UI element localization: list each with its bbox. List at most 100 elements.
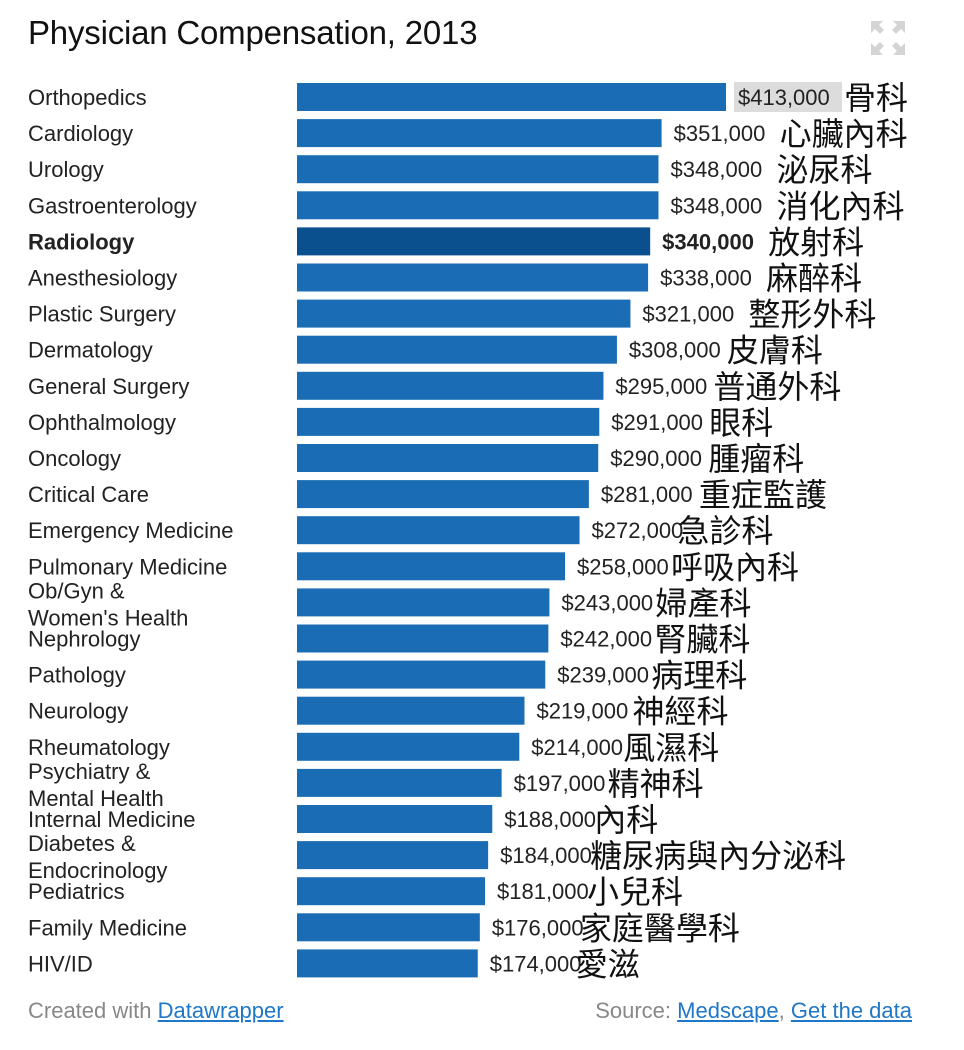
bar[interactable] (297, 913, 480, 942)
value-label: $258,000 (577, 554, 669, 579)
category-label: Radiology (28, 229, 135, 254)
category-label: Urology (28, 157, 104, 182)
category-label: Nephrology (28, 627, 141, 652)
category-label: Oncology (28, 446, 121, 471)
value-label-highlight (734, 82, 842, 112)
chinese-annotation: 急診科 (678, 513, 774, 549)
bar[interactable] (297, 299, 631, 328)
value-label: $338,000 (660, 266, 752, 291)
bar[interactable] (297, 191, 659, 220)
bar[interactable] (297, 732, 520, 761)
category-label: Diabetes & Endocrinology (28, 831, 167, 883)
value-label: $188,000 (504, 807, 596, 832)
bar[interactable] (297, 263, 649, 292)
bar[interactable] (297, 624, 549, 653)
datawrapper-link[interactable]: Datawrapper (157, 998, 284, 1023)
chinese-annotation: 腎臟科 (654, 622, 750, 658)
chinese-annotation: 眼科 (709, 405, 773, 441)
bar[interactable] (297, 407, 600, 436)
bar[interactable] (297, 696, 525, 725)
value-label: $239,000 (557, 663, 649, 688)
chinese-annotation: 愛滋 (576, 946, 640, 982)
category-label: Pathology (28, 663, 126, 688)
category-label: Gastroenterology (28, 193, 197, 218)
value-label: $281,000 (601, 482, 693, 507)
category-label: Emergency Medicine (28, 518, 233, 543)
value-label: $348,000 (670, 193, 762, 218)
chinese-annotation: 心臟內科 (780, 116, 908, 152)
footer-credit: Created with Datawrapper (28, 998, 284, 1024)
footer-source: Source: Medscape, Get the data (595, 998, 912, 1024)
category-label: Neurology (28, 699, 128, 724)
bar[interactable] (297, 119, 662, 148)
value-label: $197,000 (514, 771, 606, 796)
chinese-annotation: 糖尿病與內分泌科 (590, 838, 846, 874)
bar[interactable] (297, 588, 550, 617)
value-label: $291,000 (611, 410, 703, 435)
chinese-annotation: 神經科 (632, 694, 728, 730)
category-label: Psychiatry & Mental Health (28, 759, 164, 811)
bar[interactable] (297, 227, 651, 256)
value-label: $321,000 (642, 302, 734, 327)
value-label: $308,000 (629, 338, 721, 363)
category-label: Ophthalmology (28, 410, 176, 435)
chinese-annotation: 內科 (594, 802, 658, 838)
chinese-annotation: 消化內科 (776, 188, 904, 224)
category-label: Anesthesiology (28, 266, 177, 291)
category-label: HIV/ID (28, 951, 93, 976)
value-label: $340,000 (662, 229, 754, 254)
bar[interactable] (297, 552, 565, 581)
value-label: $272,000 (592, 518, 684, 543)
chinese-annotation: 家庭醫學科 (580, 910, 740, 946)
value-label: $351,000 (674, 121, 766, 146)
bar[interactable] (297, 768, 502, 797)
category-label: Pulmonary Medicine (28, 554, 227, 579)
chinese-annotation: 泌尿科 (776, 152, 872, 188)
bar[interactable] (297, 335, 617, 364)
medscape-link[interactable]: Medscape (677, 998, 779, 1023)
get-data-link[interactable]: Get the data (790, 998, 912, 1023)
category-label: Plastic Surgery (28, 302, 176, 327)
source-separator: , (778, 998, 785, 1023)
chinese-annotation: 放射科 (768, 224, 864, 260)
value-label: $214,000 (531, 735, 623, 760)
fullscreen-button[interactable] (868, 18, 908, 58)
chinese-annotation: 婦產科 (655, 585, 751, 621)
value-label: $295,000 (615, 374, 707, 399)
value-label: $219,000 (536, 699, 628, 724)
chinese-annotation: 普通外科 (713, 369, 841, 405)
value-label: $242,000 (560, 627, 652, 652)
category-label: Orthopedics (28, 85, 147, 110)
created-with-text: Created with (28, 998, 152, 1023)
chinese-annotation: 風濕科 (623, 730, 719, 766)
bar[interactable] (297, 444, 599, 472)
chinese-annotation: 皮膚科 (727, 333, 823, 369)
bar[interactable] (297, 949, 478, 978)
bar[interactable] (297, 516, 580, 545)
value-label: $348,000 (670, 157, 762, 182)
category-label: Dermatology (28, 338, 153, 363)
chinese-annotation: 病理科 (651, 658, 747, 694)
bar-chart: Orthopedics $413,000 骨科 Cardiology $351,000 心… (28, 80, 908, 982)
bar[interactable] (297, 480, 589, 509)
chinese-annotation: 麻醉科 (766, 261, 862, 297)
chinese-annotation: 呼吸內科 (671, 549, 799, 585)
bar[interactable] (297, 841, 489, 870)
category-label: Ob/Gyn & Women's Health (28, 578, 188, 630)
expand-arrows-icon (871, 21, 905, 55)
source-label: Source: (595, 998, 672, 1023)
bar[interactable] (297, 660, 546, 689)
value-label: $413,000 (738, 85, 830, 110)
chinese-annotation: 重症監護 (699, 477, 827, 513)
bar[interactable] (297, 877, 486, 906)
bar[interactable] (297, 805, 493, 833)
bar[interactable] (297, 371, 604, 400)
chinese-annotation: 整形外科 (748, 297, 876, 333)
chinese-annotation: 腫瘤科 (708, 441, 804, 477)
category-label: General Surgery (28, 374, 189, 399)
value-label: $243,000 (561, 590, 653, 615)
bar[interactable] (297, 155, 659, 184)
bar[interactable] (297, 83, 726, 111)
chinese-annotation: 小兒科 (587, 874, 683, 910)
category-label: Internal Medicine (28, 807, 196, 832)
